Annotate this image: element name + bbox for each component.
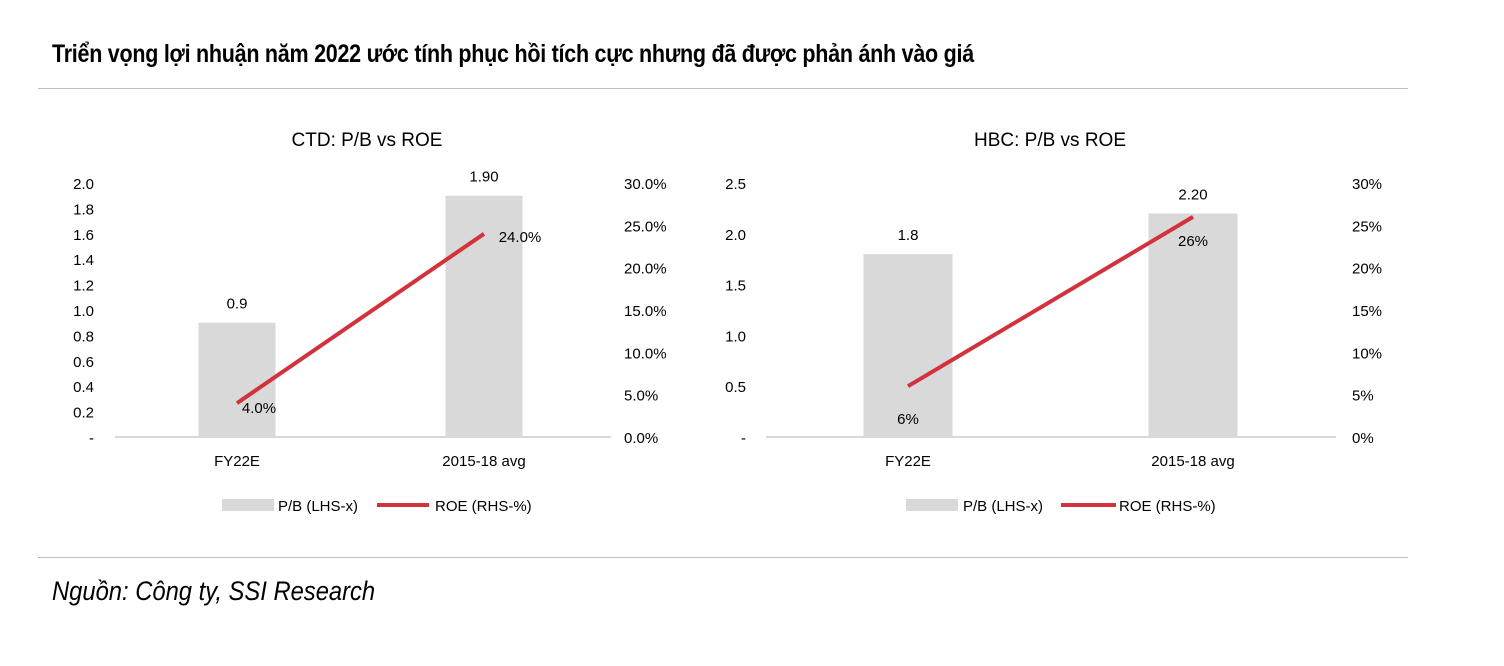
top-divider [38,88,1408,89]
line-data-label: 26% [1178,233,1208,250]
right-axis-tick-label: 15% [1352,303,1382,320]
bar [863,254,953,437]
right-axis-tick-label: 10% [1352,345,1382,362]
bar-data-label: 2.20 [1178,186,1207,203]
left-axis-tick-label: 1.5 [725,278,746,295]
right-axis-tick-label: 25.0% [624,218,667,235]
roe-line [906,215,1195,388]
right-axis-tick-label: 5.0% [624,388,658,405]
right-axis-tick-label: 5% [1352,388,1374,405]
bar [198,322,276,437]
right-axis-tick-label: 10.0% [624,345,667,362]
legend-label-roe: ROE (RHS-%) [435,498,532,515]
left-axis-tick-label: 2.0 [725,227,746,244]
bar [1148,213,1238,437]
chart-hbc: HBC: P/B vs ROE - 0.5 1.0 1.5 2.0 2.5 0% 5% 10% 15… [725,130,1382,515]
chart-ctd: CTD: P/B vs ROE - 0.2 0.4 0.6 0.8 1.0 1.2 1.4 1.6… [73,130,667,515]
right-axis-tick-label: 0.0% [624,430,658,447]
line-data-label: 24.0% [499,229,542,246]
left-axis-tick-label: 1.0 [725,328,746,345]
x-axis-tick-label: FY22E [214,453,260,470]
x-axis-tick-label: 2015-18 avg [442,453,525,470]
bar-data-label: 1.90 [469,169,498,186]
legend-label-pb: P/B (LHS-x) [963,498,1043,515]
legend-swatch-bar [222,499,274,511]
right-axis-tick-label: 15.0% [624,303,667,320]
right-axis-tick-label: 20.0% [624,261,667,278]
left-axis-tick-label: 1.2 [73,278,94,295]
left-axis-tick-label: 0.8 [73,328,94,345]
left-axis-tick-label: 2.5 [725,176,746,193]
left-axis-tick-label: 0.5 [725,379,746,396]
bar-data-label: 0.9 [227,296,248,313]
roe-line [235,232,486,405]
x-axis-tick-label: FY22E [885,453,931,470]
left-axis-tick-label: - [741,430,746,447]
chart-title: CTD: P/B vs ROE [292,130,443,151]
source-note: Nguồn: Công ty, SSI Research [52,576,376,606]
left-axis-tick-label: 0.2 [73,405,94,422]
line-data-label: 6% [897,411,919,428]
bar-data-label: 1.8 [898,227,919,244]
x-axis-tick-label: 2015-18 avg [1151,453,1234,470]
left-axis-tick-label: 1.8 [73,201,94,218]
bottom-divider [38,557,1408,558]
left-axis-tick-label: 0.4 [73,379,94,396]
right-axis-tick-label: 25% [1352,218,1382,235]
left-axis-tick-label: 1.6 [73,227,94,244]
legend-label-pb: P/B (LHS-x) [278,498,358,515]
line-data-label: 4.0% [242,400,276,417]
left-axis-tick-label: - [89,430,94,447]
chart-title: HBC: P/B vs ROE [974,130,1126,151]
cropped-red-heading-fragment [52,658,162,666]
left-axis-tick-label: 0.6 [73,354,94,371]
left-axis-tick-label: 2.0 [73,176,94,193]
left-axis-tick-label: 1.0 [73,303,94,320]
right-axis-tick-label: 0% [1352,430,1374,447]
legend-swatch-bar [906,499,958,511]
legend-label-roe: ROE (RHS-%) [1119,498,1216,515]
left-axis-tick-label: 1.4 [73,252,94,269]
right-axis-tick-label: 20% [1352,261,1382,278]
right-axis-tick-label: 30.0% [624,176,667,193]
right-axis-tick-label: 30% [1352,176,1382,193]
page-title: Triển vọng lợi nhuận năm 2022 ước tính p… [52,40,974,68]
